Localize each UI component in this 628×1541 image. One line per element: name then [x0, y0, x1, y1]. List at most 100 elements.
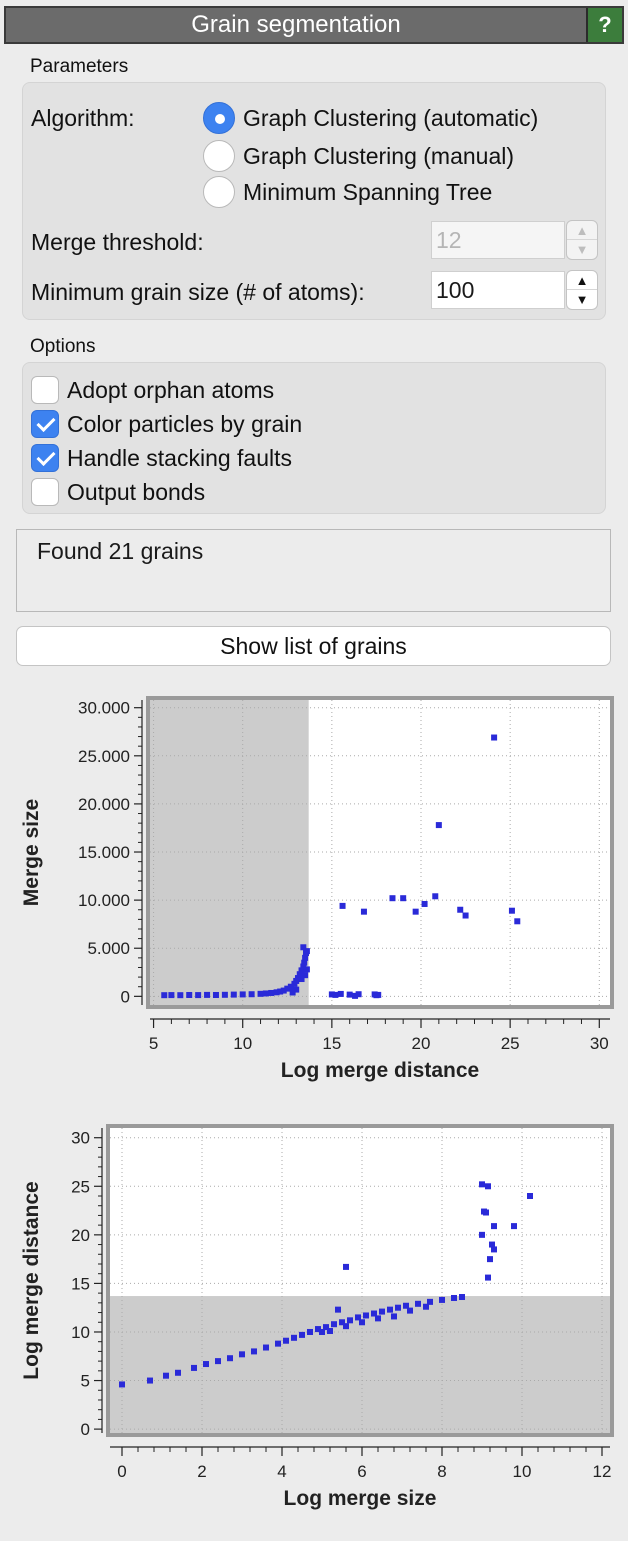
y-tick-label: 5.000	[87, 939, 130, 958]
merge-threshold-input[interactable]: 12	[431, 221, 565, 259]
y-tick-label: 0	[121, 987, 130, 1006]
data-point	[293, 986, 300, 993]
threshold-region	[150, 700, 309, 1005]
data-point	[491, 734, 498, 741]
data-point	[119, 1381, 125, 1388]
chevron-up-icon[interactable]: ▲	[567, 221, 597, 240]
data-point	[339, 1319, 345, 1326]
data-point	[331, 1321, 337, 1328]
data-point	[415, 1300, 421, 1307]
data-point	[291, 1334, 297, 1341]
y-tick-label: 15	[71, 1274, 90, 1293]
data-point	[462, 912, 469, 919]
merge-threshold-label: Merge threshold:	[31, 229, 204, 255]
y-tick-label: 30	[71, 1129, 90, 1148]
min-grain-size-spinner[interactable]: ▲ ▼	[566, 270, 598, 310]
window-title: Grain segmentation	[191, 11, 401, 38]
data-point	[239, 991, 246, 998]
data-point	[485, 1183, 491, 1190]
checkbox-adopt-orphans[interactable]	[31, 376, 59, 404]
data-point	[355, 991, 362, 998]
data-point	[323, 1324, 329, 1331]
help-button[interactable]: ?	[586, 8, 622, 42]
status-box: Found 21 grains	[16, 529, 611, 612]
data-point	[339, 902, 346, 909]
y-tick-label: 25.000	[78, 747, 130, 766]
data-point	[335, 1306, 341, 1313]
data-point	[421, 900, 428, 907]
checkbox-stacking-faults-label[interactable]: Handle stacking faults	[67, 445, 293, 471]
data-point	[175, 1369, 181, 1376]
x-tick-label: 15	[322, 1034, 341, 1053]
show-grains-button[interactable]: Show list of grains	[16, 626, 611, 666]
x-tick-label: 2	[197, 1462, 206, 1481]
data-point	[343, 1263, 349, 1270]
merge-threshold-spinner[interactable]: ▲ ▼	[566, 220, 598, 260]
data-point	[432, 893, 439, 900]
title-bar: Grain segmentation ?	[4, 6, 624, 44]
radio-automatic-label[interactable]: Graph Clustering (automatic)	[243, 105, 539, 131]
merge-size-chart: 0 5.000 10.000 15.000 20.000 25.000 30.000 5 10 1…	[20, 696, 614, 1082]
data-point	[302, 954, 309, 961]
data-point	[375, 1315, 381, 1322]
checkbox-adopt-orphans-label[interactable]: Adopt orphan atoms	[67, 377, 275, 403]
chevron-up-icon[interactable]: ▲	[567, 271, 597, 290]
data-point	[359, 1319, 365, 1326]
data-point	[371, 1310, 377, 1317]
radio-mst[interactable]	[203, 176, 235, 208]
checkbox-stacking-faults[interactable]	[31, 444, 59, 472]
data-point	[485, 1274, 491, 1281]
data-point	[315, 1326, 321, 1333]
data-point	[227, 1355, 233, 1362]
data-point	[451, 1294, 457, 1301]
x-tick-label: 12	[593, 1462, 612, 1481]
checkbox-output-bonds-label[interactable]: Output bonds	[67, 479, 206, 505]
data-point	[303, 948, 310, 955]
data-point	[379, 1308, 385, 1315]
data-point	[263, 1344, 269, 1351]
x-tick-label: 10	[513, 1462, 532, 1481]
radio-mst-label[interactable]: Minimum Spanning Tree	[243, 179, 493, 205]
data-point	[296, 971, 303, 978]
radio-manual[interactable]	[203, 140, 235, 172]
radio-manual-label[interactable]: Graph Clustering (manual)	[243, 143, 515, 169]
data-point	[163, 1372, 169, 1379]
data-point	[186, 991, 193, 998]
data-point	[161, 992, 168, 999]
y-tick-label: 15.000	[78, 843, 130, 862]
data-point	[302, 972, 309, 979]
data-point	[337, 990, 344, 997]
data-point	[391, 1313, 397, 1320]
y-tick-label: 20	[71, 1226, 90, 1245]
data-point	[412, 908, 419, 915]
checkbox-output-bonds[interactable]	[31, 478, 59, 506]
data-point	[280, 987, 287, 994]
data-point	[300, 944, 307, 951]
data-point	[248, 991, 255, 998]
data-point	[328, 991, 335, 998]
data-point	[481, 1208, 487, 1215]
data-point	[489, 1241, 495, 1248]
data-point	[195, 992, 202, 999]
data-point	[527, 1192, 533, 1199]
x-tick-label: 8	[437, 1462, 446, 1481]
data-point	[327, 1328, 333, 1335]
data-point	[268, 989, 275, 996]
x-tick-label: 6	[357, 1462, 366, 1481]
checkbox-color-by-grain-label[interactable]: Color particles by grain	[67, 411, 303, 437]
x-tick-label: 25	[501, 1034, 520, 1053]
chevron-down-icon[interactable]: ▼	[575, 242, 589, 257]
x-tick-label: 0	[117, 1462, 126, 1481]
data-point	[479, 1181, 485, 1188]
data-point	[212, 991, 219, 998]
radio-automatic[interactable]	[203, 102, 235, 134]
data-point	[307, 1328, 313, 1335]
data-point	[294, 975, 301, 982]
data-point	[491, 1246, 497, 1253]
chevron-down-icon[interactable]: ▼	[575, 292, 589, 307]
min-grain-size-input[interactable]: 100	[431, 271, 565, 309]
data-point	[346, 991, 353, 998]
data-point	[355, 1314, 361, 1321]
checkbox-color-by-grain[interactable]	[31, 410, 59, 438]
y-tick-label: 20.000	[78, 795, 130, 814]
